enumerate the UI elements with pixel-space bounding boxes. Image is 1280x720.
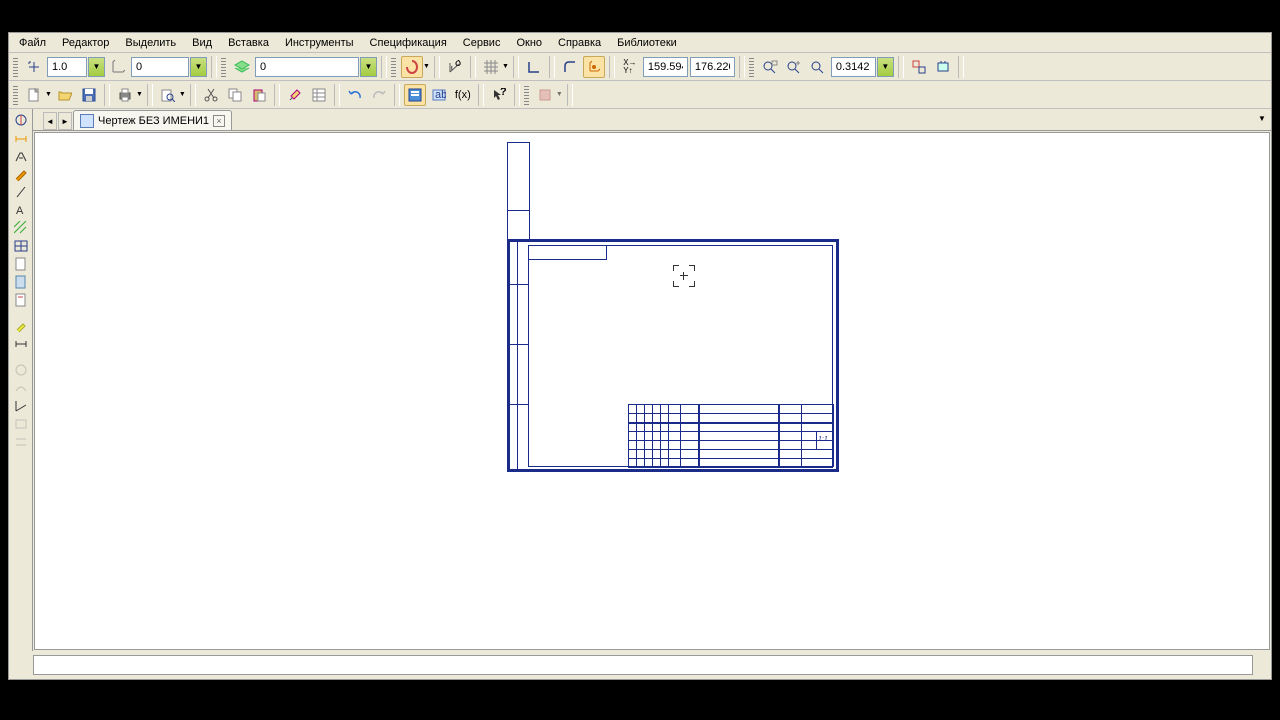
round-icon[interactable] — [559, 56, 581, 78]
toolbar-grip[interactable] — [391, 57, 396, 77]
menu-editor[interactable]: Редактор — [54, 35, 117, 51]
menu-select[interactable]: Выделить — [117, 35, 184, 51]
side-toolbar: A — [9, 109, 33, 651]
curve-tool-icon[interactable] — [10, 379, 32, 397]
paste-icon[interactable] — [248, 84, 270, 106]
toolbar-standard: ▼ ▼ ▼ ab f(x) ? ▼ — [9, 81, 1271, 109]
stop-icon[interactable] — [534, 84, 556, 106]
menu-libraries[interactable]: Библиотеки — [609, 35, 685, 51]
new-icon[interactable] — [23, 84, 45, 106]
zoom-dynamic-icon[interactable] — [783, 56, 805, 78]
menu-help[interactable]: Справка — [550, 35, 609, 51]
manager-icon[interactable] — [404, 84, 426, 106]
move-view-icon[interactable] — [908, 56, 930, 78]
document-tabs: ◄ ► Чертеж БЕЗ ИМЕНИ1 × ▼ — [33, 109, 1271, 131]
svg-text:?: ? — [500, 88, 506, 98]
toolbar-grip[interactable] — [749, 57, 754, 77]
fx-icon[interactable]: f(x) — [452, 84, 474, 106]
svg-text:ab: ab — [435, 89, 446, 101]
cut-icon[interactable] — [200, 84, 222, 106]
variables-icon[interactable]: ab — [428, 84, 450, 106]
linestyle-input[interactable] — [255, 57, 359, 77]
hatch-tool-icon[interactable] — [10, 219, 32, 237]
menu-view[interactable]: Вид — [184, 35, 220, 51]
coord-mode-icon[interactable] — [107, 56, 129, 78]
text-tool-icon[interactable]: A — [10, 201, 32, 219]
coord-y-input[interactable] — [690, 57, 735, 77]
toolbar-grip[interactable] — [221, 57, 226, 77]
document-icon — [80, 114, 94, 128]
angle-tool-icon[interactable] — [10, 397, 32, 415]
geometry-tool-icon[interactable] — [10, 111, 32, 129]
grid-icon[interactable] — [480, 56, 502, 78]
format-painter-icon[interactable] — [284, 84, 306, 106]
menu-service[interactable]: Сервис — [455, 35, 509, 51]
report-tool-icon[interactable] — [10, 291, 32, 309]
document-tab[interactable]: Чертеж БЕЗ ИМЕНИ1 × — [73, 110, 232, 130]
help-cursor-icon[interactable]: ? — [488, 84, 510, 106]
workspace: A ◄ ► Чертеж БЕЗ ИМЕНИ1 × — [9, 109, 1271, 651]
preview-icon[interactable] — [157, 84, 179, 106]
menu-insert[interactable]: Вставка — [220, 35, 277, 51]
print-icon[interactable] — [114, 84, 136, 106]
toolbar-properties: ▼ ▼ ▼ ▼ δ ▼ X→Y↑ ▼ — [9, 53, 1271, 81]
table-tool-icon[interactable] — [10, 237, 32, 255]
select-tool-icon[interactable] — [10, 361, 32, 379]
copy-icon[interactable] — [224, 84, 246, 106]
open-icon[interactable] — [54, 84, 76, 106]
save-icon[interactable] — [78, 84, 100, 106]
menu-window[interactable]: Окно — [508, 35, 550, 51]
toolbar-grip[interactable] — [13, 85, 18, 105]
notation-tool-icon[interactable] — [10, 147, 32, 165]
scale-input[interactable] — [47, 57, 87, 77]
canvas-cursor — [673, 265, 695, 287]
step-icon[interactable] — [23, 56, 45, 78]
highlight-tool-icon[interactable] — [10, 317, 32, 335]
doc2-tool-icon[interactable] — [10, 273, 32, 291]
doc-tool-icon[interactable] — [10, 255, 32, 273]
ortho-icon[interactable] — [523, 56, 545, 78]
local-cs-icon[interactable] — [583, 56, 605, 78]
toolbar-grip[interactable] — [13, 57, 18, 77]
layer-input[interactable] — [131, 57, 189, 77]
layer-dropdown[interactable]: ▼ — [190, 57, 207, 77]
toolbar-grip[interactable] — [524, 85, 529, 105]
menu-tools[interactable]: Инструменты — [277, 35, 362, 51]
line-tool-icon[interactable] — [10, 183, 32, 201]
tabs-scroll-left[interactable]: ◄ — [43, 112, 57, 130]
coord-x-input[interactable] — [643, 57, 688, 77]
statusbar — [33, 655, 1253, 675]
edit-tool-icon[interactable] — [10, 165, 32, 183]
document-area: ◄ ► Чертеж БЕЗ ИМЕНИ1 × ▼ 1:1 — [33, 109, 1271, 651]
drawing-canvas[interactable]: 1:1 — [34, 132, 1270, 650]
document-tab-title: Чертеж БЕЗ ИМЕНИ1 — [98, 115, 209, 127]
angle-icon[interactable]: δ — [444, 56, 466, 78]
zoom-scale-icon[interactable] — [807, 56, 829, 78]
linestyle-dropdown[interactable]: ▼ — [360, 57, 377, 77]
zoom-dropdown[interactable]: ▼ — [877, 57, 894, 77]
svg-text:A: A — [16, 205, 24, 217]
menubar: Файл Редактор Выделить Вид Вставка Инстр… — [9, 33, 1271, 53]
measure-tool-icon[interactable] — [10, 335, 32, 353]
tabs-scroll-right[interactable]: ► — [58, 112, 72, 130]
menu-file[interactable]: Файл — [11, 35, 54, 51]
constraint-tool-icon[interactable] — [10, 433, 32, 451]
zoom-input[interactable] — [831, 57, 876, 77]
menu-spec[interactable]: Спецификация — [362, 35, 455, 51]
properties-icon[interactable] — [308, 84, 330, 106]
zoom-window-icon[interactable] — [759, 56, 781, 78]
layers-icon[interactable] — [231, 56, 253, 78]
refresh-view-icon[interactable] — [932, 56, 954, 78]
redo-icon[interactable] — [368, 84, 390, 106]
tabs-menu-dropdown[interactable]: ▼ — [1255, 111, 1269, 125]
tab-close-icon[interactable]: × — [213, 115, 225, 127]
xy-label-icon[interactable]: X→Y↑ — [619, 56, 641, 78]
svg-text:δ: δ — [455, 60, 461, 69]
scale-dropdown[interactable]: ▼ — [88, 57, 105, 77]
cad-application-window: Файл Редактор Выделить Вид Вставка Инстр… — [8, 32, 1272, 680]
undo-icon[interactable] — [344, 84, 366, 106]
dimension-tool-icon[interactable] — [10, 129, 32, 147]
rect-tool-icon[interactable] — [10, 415, 32, 433]
snap-toggle[interactable] — [401, 56, 423, 78]
